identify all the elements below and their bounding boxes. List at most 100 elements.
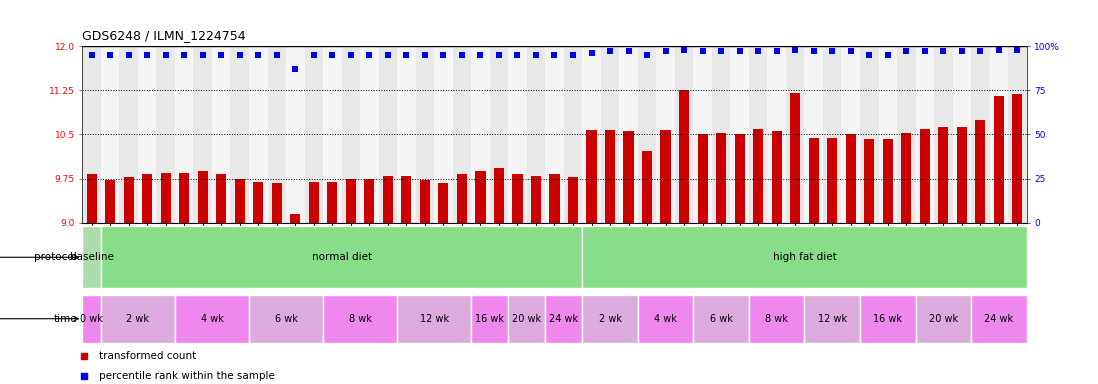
Bar xyxy=(582,46,601,223)
Text: 8 wk: 8 wk xyxy=(349,314,371,324)
Bar xyxy=(304,46,323,223)
Bar xyxy=(712,46,730,223)
Bar xyxy=(860,46,878,223)
Bar xyxy=(619,46,638,223)
Text: 12 wk: 12 wk xyxy=(419,314,449,324)
Text: 4 wk: 4 wk xyxy=(201,314,223,324)
Bar xyxy=(379,46,397,223)
Bar xyxy=(327,182,337,223)
Bar xyxy=(675,46,693,223)
Bar xyxy=(490,46,508,223)
Bar xyxy=(916,46,934,223)
Bar xyxy=(268,46,285,223)
Bar xyxy=(956,127,967,223)
Bar xyxy=(753,129,763,223)
Bar xyxy=(457,174,467,223)
Bar xyxy=(657,46,675,223)
Bar xyxy=(605,130,615,223)
Bar xyxy=(179,173,189,223)
Bar xyxy=(582,226,1027,288)
Bar xyxy=(82,46,101,223)
Bar xyxy=(693,46,712,223)
Bar xyxy=(254,182,264,223)
Bar xyxy=(749,46,768,223)
Bar xyxy=(138,46,156,223)
Text: 16 wk: 16 wk xyxy=(873,314,903,324)
Bar xyxy=(397,295,471,343)
Text: 16 wk: 16 wk xyxy=(475,314,504,324)
Text: percentile rank within the sample: percentile rank within the sample xyxy=(99,371,276,381)
Bar xyxy=(824,46,841,223)
Bar xyxy=(749,295,805,343)
Bar xyxy=(249,295,323,343)
Bar xyxy=(546,46,563,223)
Bar xyxy=(860,295,916,343)
Text: 20 wk: 20 wk xyxy=(512,314,541,324)
Bar xyxy=(735,134,744,223)
Bar xyxy=(568,177,578,223)
Bar xyxy=(124,177,134,223)
Bar xyxy=(768,46,786,223)
Text: 6 wk: 6 wk xyxy=(709,314,732,324)
Text: 24 wk: 24 wk xyxy=(984,314,1013,324)
Text: baseline: baseline xyxy=(69,252,113,262)
Bar xyxy=(198,171,208,223)
Bar xyxy=(901,133,911,223)
Bar xyxy=(1008,46,1027,223)
Bar xyxy=(494,168,504,223)
Bar xyxy=(864,139,874,223)
Bar xyxy=(661,130,671,223)
Text: normal diet: normal diet xyxy=(312,252,371,262)
Text: 20 wk: 20 wk xyxy=(929,314,957,324)
Bar xyxy=(397,46,416,223)
Bar xyxy=(175,295,249,343)
Text: 24 wk: 24 wk xyxy=(549,314,579,324)
Bar xyxy=(341,46,360,223)
Bar xyxy=(101,295,175,343)
Bar xyxy=(82,226,101,288)
Bar xyxy=(878,46,897,223)
Bar xyxy=(309,182,318,223)
Bar xyxy=(938,127,949,223)
Bar xyxy=(805,46,824,223)
Bar xyxy=(438,183,448,223)
Bar xyxy=(82,295,101,343)
Bar xyxy=(323,295,397,343)
Bar xyxy=(101,46,120,223)
Bar xyxy=(508,295,546,343)
Bar xyxy=(897,46,916,223)
Bar xyxy=(845,134,855,223)
Bar xyxy=(920,129,930,223)
Bar xyxy=(805,295,860,343)
Bar xyxy=(434,46,452,223)
Bar xyxy=(994,96,1004,223)
Text: 6 wk: 6 wk xyxy=(274,314,298,324)
Bar xyxy=(883,139,893,223)
Bar xyxy=(971,46,989,223)
Bar xyxy=(953,46,971,223)
Bar xyxy=(624,131,634,223)
Bar xyxy=(934,46,953,223)
Bar xyxy=(360,46,379,223)
Bar xyxy=(989,46,1008,223)
Text: time: time xyxy=(53,314,77,324)
Bar xyxy=(730,46,749,223)
Bar xyxy=(508,46,527,223)
Bar xyxy=(105,180,115,223)
Text: 2 wk: 2 wk xyxy=(598,314,621,324)
Bar xyxy=(786,46,805,223)
Bar xyxy=(546,295,582,343)
Bar xyxy=(156,46,175,223)
Text: high fat diet: high fat diet xyxy=(773,252,837,262)
Bar xyxy=(416,46,434,223)
Text: 2 wk: 2 wk xyxy=(126,314,149,324)
Bar xyxy=(160,173,171,223)
Bar xyxy=(693,295,749,343)
Bar xyxy=(642,151,652,223)
Bar xyxy=(346,179,356,223)
Text: 0 wk: 0 wk xyxy=(80,314,103,324)
Bar xyxy=(471,295,508,343)
Bar xyxy=(638,46,657,223)
Bar xyxy=(531,175,541,223)
Text: GDS6248 / ILMN_1224754: GDS6248 / ILMN_1224754 xyxy=(82,29,246,42)
